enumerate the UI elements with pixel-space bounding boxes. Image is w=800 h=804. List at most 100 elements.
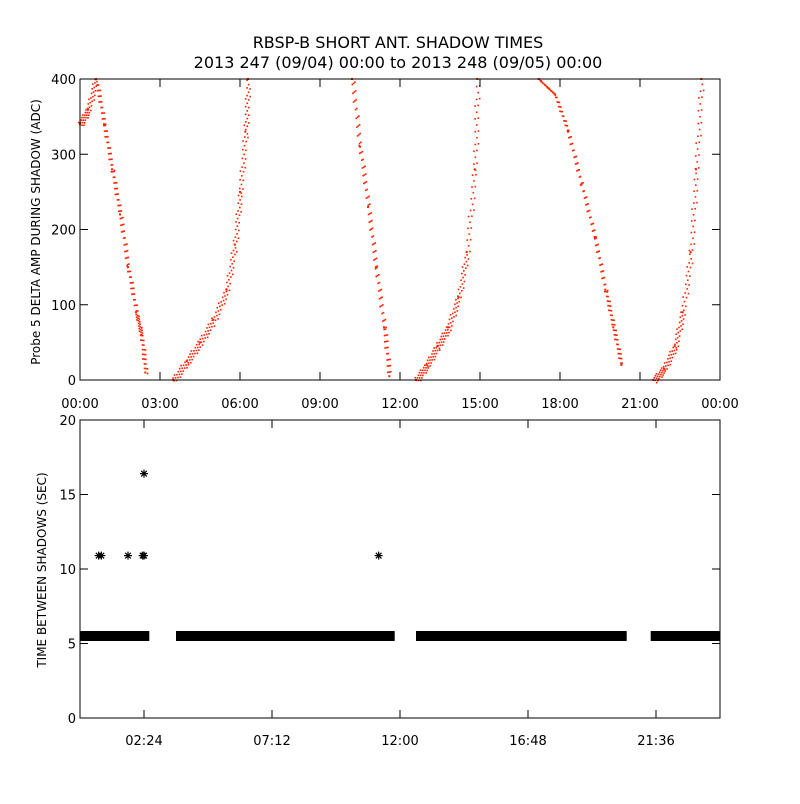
amplitude-point <box>670 360 673 362</box>
amplitude-point <box>373 243 375 245</box>
amplitude-point <box>364 181 366 184</box>
amplitude-point <box>108 147 110 149</box>
amplitude-point <box>387 371 389 374</box>
amplitude-point <box>697 167 700 169</box>
amplitude-point <box>658 377 660 380</box>
amplitude-point <box>379 305 381 308</box>
x-tick-label: 21:36 <box>637 734 674 749</box>
amplitude-point <box>697 109 700 112</box>
amplitude-point <box>430 356 432 358</box>
amplitude-point <box>421 369 424 372</box>
amplitude-point <box>173 374 176 376</box>
amplitude-point <box>91 88 93 90</box>
amplitude-point <box>682 318 685 320</box>
amplitude-point <box>244 113 247 116</box>
title-line-2: 2013 247 (09/04) 00:00 to 2013 248 (09/0… <box>194 53 603 72</box>
amplitude-point <box>657 379 659 382</box>
amplitude-point <box>385 340 388 343</box>
amplitude-point <box>381 296 383 298</box>
amplitude-data-point <box>465 251 468 254</box>
amplitude-data-point <box>436 345 439 348</box>
amplitude-point <box>616 339 619 341</box>
amplitude-point <box>684 314 686 316</box>
amplitude-point <box>112 176 115 179</box>
amplitude-point <box>110 152 112 155</box>
amplitude-point <box>585 204 587 206</box>
amplitude-point <box>608 309 610 312</box>
amplitude-point <box>138 325 140 327</box>
amplitude-point <box>77 121 80 124</box>
amplitude-point <box>234 247 237 249</box>
amplitude-point <box>120 210 123 212</box>
amplitude-point <box>561 110 563 113</box>
asterisk-point <box>124 551 132 560</box>
amplitude-point <box>678 321 681 324</box>
amplitude-point <box>136 314 139 317</box>
amplitude-point <box>614 338 616 341</box>
amplitude-point <box>558 106 561 108</box>
amplitude-point <box>145 367 147 370</box>
amplitude-point <box>104 124 106 127</box>
amplitude-point <box>427 367 429 369</box>
amplitude-point <box>230 276 232 278</box>
amplitude-point <box>144 353 147 356</box>
amplitude-data-point <box>580 183 583 186</box>
amplitude-point <box>181 373 183 375</box>
amplitude-point <box>248 122 250 124</box>
amplitude-point <box>690 243 692 246</box>
amplitude-point <box>664 370 666 372</box>
amplitude-point <box>441 344 444 346</box>
amplitude-point <box>621 362 623 365</box>
amplitude-point <box>387 358 390 361</box>
amplitude-point <box>589 216 591 219</box>
amplitude-point <box>197 346 199 349</box>
amplitude-point <box>243 153 245 156</box>
amplitude-point <box>548 87 550 90</box>
amplitude-point <box>655 373 658 375</box>
amplitude-point <box>429 359 431 361</box>
amplitude-point <box>130 287 132 290</box>
amplitude-point <box>443 338 446 340</box>
amplitude-point <box>92 83 94 85</box>
amplitude-point <box>675 333 678 335</box>
amplitude-point <box>221 304 223 306</box>
amplitude-point <box>476 136 478 139</box>
amplitude-data-point <box>144 371 147 374</box>
amplitude-point <box>564 124 567 127</box>
amplitude-point <box>237 210 239 212</box>
amplitude-point <box>587 210 590 212</box>
amplitude-point <box>388 371 390 373</box>
amplitude-point <box>469 221 471 224</box>
amplitude-point <box>136 319 138 321</box>
amplitude-point <box>613 334 616 336</box>
amplitude-point <box>469 209 472 212</box>
amplitude-point <box>141 329 143 332</box>
amplitude-point <box>81 121 84 124</box>
amplitude-point <box>114 187 116 190</box>
amplitude-point <box>240 203 243 205</box>
amplitude-point <box>198 349 200 351</box>
amplitude-data-point <box>119 213 121 216</box>
amplitude-point <box>134 298 136 301</box>
amplitude-point <box>115 182 118 184</box>
amplitude-point <box>477 130 480 132</box>
amplitude-point <box>84 111 87 114</box>
amplitude-point <box>544 84 547 86</box>
amplitude-point <box>247 91 250 94</box>
amplitude-point <box>244 105 247 108</box>
amplitude-point <box>687 270 690 273</box>
amplitude-point <box>471 203 474 206</box>
amplitude-point <box>196 352 199 355</box>
amplitude-point <box>386 340 389 342</box>
amplitude-point <box>138 315 140 318</box>
amplitude-point <box>657 373 660 375</box>
amplitude-point <box>188 359 191 361</box>
amplitude-point <box>241 175 243 177</box>
amplitude-point <box>373 250 376 253</box>
amplitude-point <box>577 162 579 164</box>
amplitude-point <box>566 125 569 127</box>
amplitude-point <box>106 141 108 144</box>
amplitude-data-point <box>695 168 697 171</box>
amplitude-point <box>107 135 109 138</box>
amplitude-point <box>426 369 428 372</box>
